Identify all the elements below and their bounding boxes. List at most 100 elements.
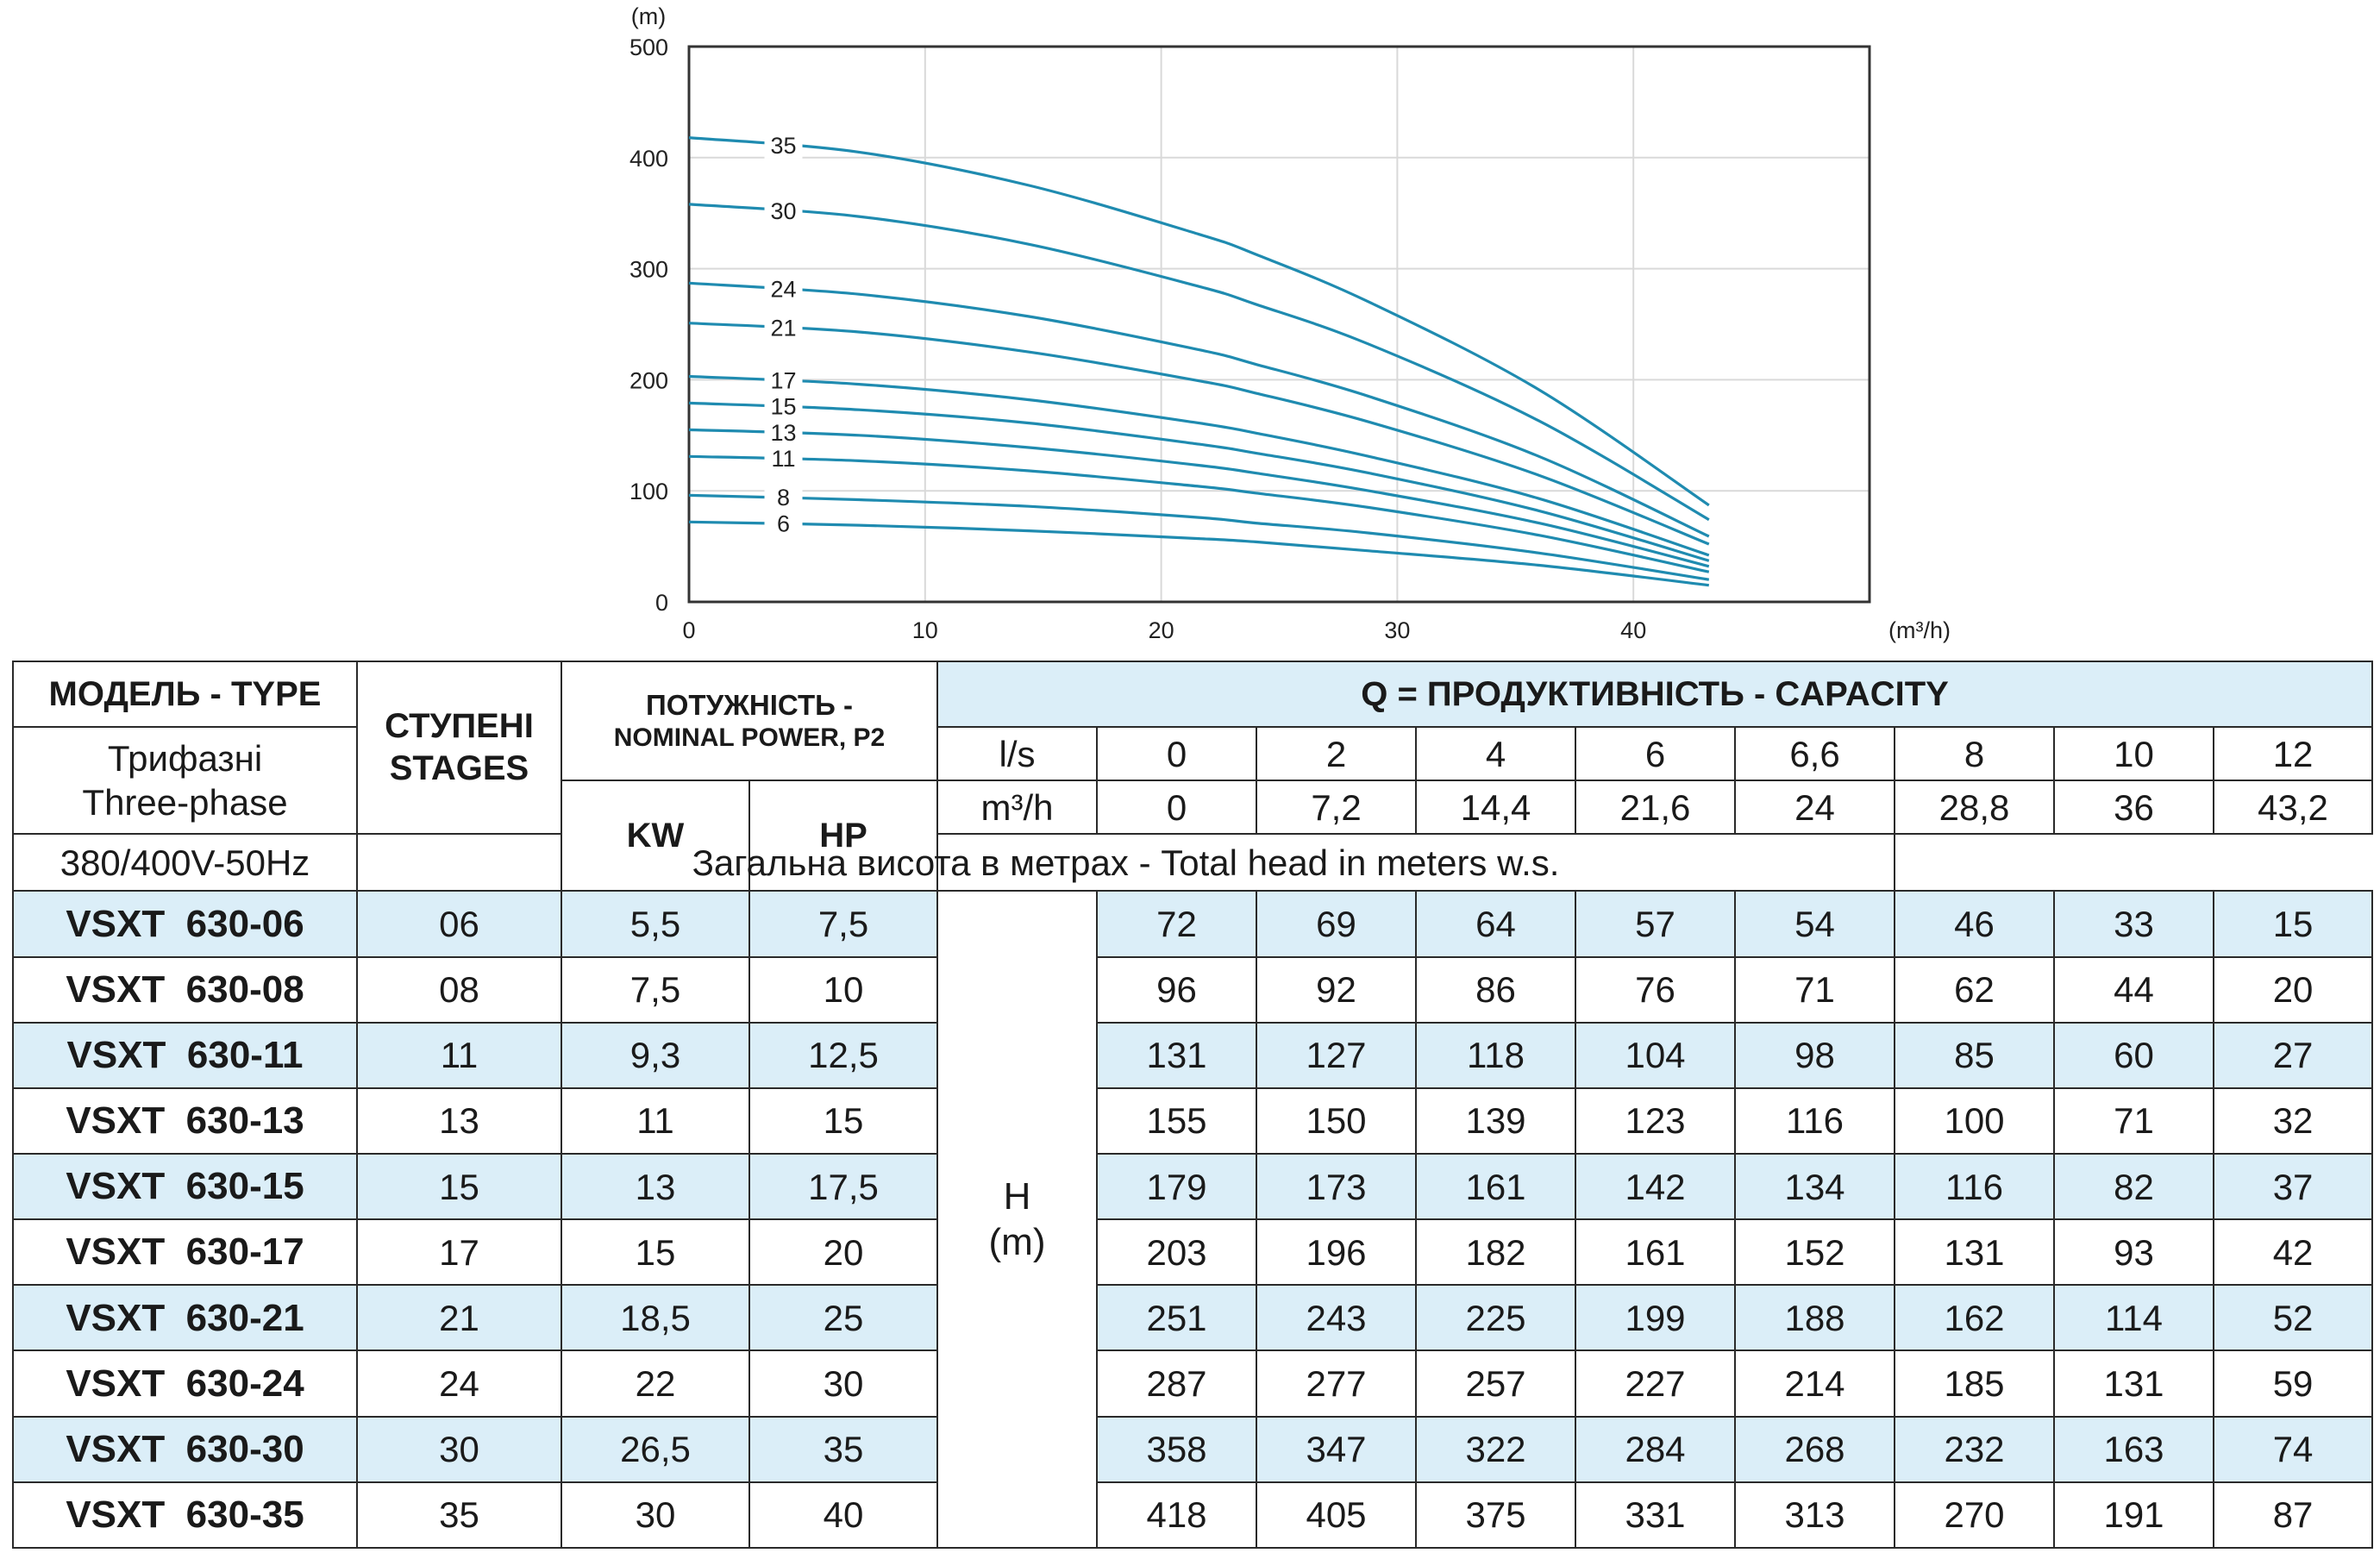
curve-label-bg (764, 419, 803, 446)
head-value: 118 (1415, 1021, 1577, 1089)
head-value: 33 (2053, 890, 2215, 958)
hp-cell: 15 (748, 1086, 939, 1155)
head-value: 20 (2213, 955, 2374, 1024)
stages-cell: 08 (356, 955, 562, 1024)
model-cell: VSXT 630-21 (12, 1284, 358, 1352)
x-tick-label: 10 (912, 617, 938, 643)
head-value: 150 (1256, 1086, 1418, 1155)
curve-stages-24 (688, 281, 1710, 538)
voltage-cell: 380/400V-50Hz (12, 833, 358, 892)
head-value: 268 (1734, 1415, 1896, 1483)
curve-stages-30 (688, 203, 1710, 522)
head-value: 98 (1734, 1021, 1896, 1089)
chart-grid (689, 47, 1870, 602)
curve-stages-8 (688, 493, 1710, 581)
x-tick-label: 30 (1384, 617, 1410, 643)
kw-cell: 30 (561, 1481, 750, 1550)
head-value: 173 (1256, 1153, 1418, 1221)
curve-label-bg (764, 315, 803, 341)
model-cell: VSXT 630-11 (12, 1021, 358, 1089)
head-value: 257 (1415, 1349, 1577, 1418)
kw-cell: 11 (561, 1086, 750, 1155)
model-cell: VSXT 630-30 (12, 1415, 358, 1483)
head-value: 313 (1734, 1481, 1896, 1550)
kw-cell: 13 (561, 1153, 750, 1221)
head-value: 196 (1256, 1218, 1418, 1287)
y-tick-label: 100 (629, 479, 668, 504)
head-value: 100 (1894, 1086, 2056, 1155)
m3h-value: 28,8 (1894, 780, 2056, 836)
table-row: VSXT 630-21 21 18,5 25 251 243 225 199 188 162 114… (12, 1284, 2374, 1352)
head-value: 203 (1096, 1218, 1258, 1287)
h-label: H (1003, 1174, 1031, 1218)
curve-label-35: 35 (770, 133, 796, 159)
head-value: 243 (1256, 1284, 1418, 1352)
head-value: 72 (1096, 890, 1258, 958)
ls-value: 4 (1415, 726, 1577, 782)
head-value: 27 (2213, 1021, 2374, 1089)
head-value: 199 (1575, 1284, 1737, 1352)
head-value: 87 (2213, 1481, 2374, 1550)
head-value: 71 (1734, 955, 1896, 1024)
curve-label-bg (764, 276, 803, 303)
hp-cell: 40 (748, 1481, 939, 1550)
head-value: 162 (1894, 1284, 2056, 1352)
head-value: 182 (1415, 1218, 1577, 1287)
curve-label-21: 21 (770, 315, 796, 341)
curve-stages-35 (688, 136, 1710, 507)
stages-cell: 30 (356, 1415, 562, 1483)
m3h-label: m³/h (936, 780, 1099, 836)
model-cell: VSXT 630-17 (12, 1218, 358, 1287)
head-value: 69 (1256, 890, 1418, 958)
head-value: 52 (2213, 1284, 2374, 1352)
head-value: 131 (1096, 1021, 1258, 1089)
m3h-value: 0 (1096, 780, 1258, 836)
model-cell: VSXT 630-08 (12, 955, 358, 1024)
power-ua: ПОТУЖНІСТЬ - (646, 688, 853, 721)
head-value: 418 (1096, 1481, 1258, 1550)
stages-cell: 35 (356, 1481, 562, 1550)
model-cell: VSXT 630-15 (12, 1153, 358, 1221)
head-value: 185 (1894, 1349, 2056, 1418)
hp-cell: 17,5 (748, 1153, 939, 1221)
head-value: 331 (1575, 1481, 1737, 1550)
head-value: 139 (1415, 1086, 1577, 1155)
head-value: 32 (2213, 1086, 2374, 1155)
model-cell: VSXT 630-06 (12, 890, 358, 958)
head-value: 191 (2053, 1481, 2215, 1550)
curve-label-8: 8 (777, 485, 790, 510)
ls-value: 6,6 (1734, 726, 1896, 782)
head-value: 155 (1096, 1086, 1258, 1155)
curve-label-bg (764, 446, 803, 473)
hp-cell: 10 (748, 955, 939, 1024)
table-row: VSXT 630-24 24 22 30 287 277 257 227 214 185 131 59 (12, 1349, 2374, 1418)
model-cell: VSXT 630-35 (12, 1481, 358, 1550)
table-row: VSXT 630-30 30 26,5 35 358 347 322 284 268 232 163… (12, 1415, 2374, 1483)
table-row: VSXT 630-06 06 5,5 7,5 H (m) 72 69 64 57 54 46 33 15 (12, 890, 2374, 1549)
curve-label-bg (764, 132, 803, 159)
y-tick-label: 0 (655, 590, 668, 616)
table-row: VSXT 630-08 08 7,5 10 96 92 86 76 71 62 44 20 (12, 955, 2374, 1024)
phase-ua: Трифазні (107, 738, 263, 780)
head-value: 405 (1256, 1481, 1418, 1550)
head-value: 358 (1096, 1415, 1258, 1483)
total-head-caption: Загальна висота в метрах - Total head in… (355, 833, 1896, 892)
phase-cell: Трифазні Three-phase (12, 726, 358, 836)
table-row: VSXT 630-35 35 30 40 418 405 375 331 313 270 191 87 (12, 1481, 2374, 1550)
head-value: 46 (1894, 890, 2056, 958)
head-value: 161 (1575, 1218, 1737, 1287)
stages-cell: 15 (356, 1153, 562, 1221)
ls-value: 12 (2213, 726, 2374, 782)
head-symbol-cell: H (m) (936, 890, 1099, 1549)
head-value: 225 (1415, 1284, 1577, 1352)
stages-cell: 24 (356, 1349, 562, 1418)
capacity-header: Q = ПРОДУКТИВНІСТЬ - CAPACITY (936, 660, 2374, 729)
head-value: 322 (1415, 1415, 1577, 1483)
phase-en: Three-phase (82, 782, 288, 823)
curve-stages-15 (688, 401, 1710, 562)
stages-cell: 17 (356, 1218, 562, 1287)
stages-cell: 06 (356, 890, 562, 958)
x-tick-label: 40 (1620, 617, 1646, 643)
y-tick-label: 400 (629, 146, 668, 172)
